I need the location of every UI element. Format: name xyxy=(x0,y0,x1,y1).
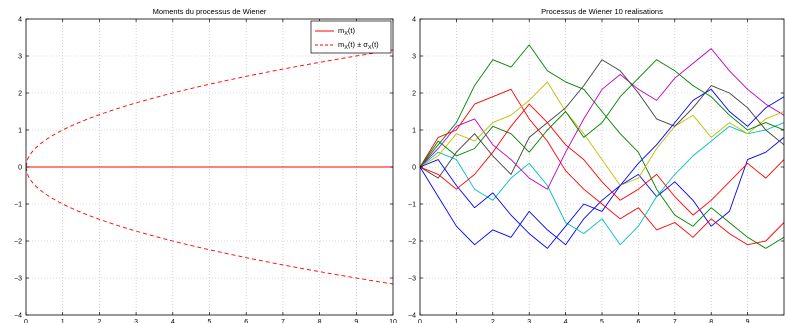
right-xtick-label-6: 6 xyxy=(636,319,640,323)
right-ytick-label-4: 0 xyxy=(412,165,416,172)
left-ytick-label-3: −1 xyxy=(14,202,22,209)
right-ytick-label-7: 3 xyxy=(412,54,416,61)
right-series-1-line xyxy=(419,44,785,249)
left-ytick-label-1: −3 xyxy=(14,276,22,283)
legend-box xyxy=(310,20,392,54)
legend-band-sub2: X xyxy=(368,45,372,51)
right-chart-panel: Processus de Wiener 10 realisations 0 1 2 3… xyxy=(408,7,785,323)
right-ytick-label-1: −3 xyxy=(408,276,416,283)
legend-band-mid: (t) ± σ xyxy=(348,40,368,49)
right-ytick-label-8: 4 xyxy=(412,17,416,24)
left-xtick-label-6: 6 xyxy=(244,319,248,323)
right-series-2-line xyxy=(419,88,785,246)
right-series-7-line xyxy=(419,88,785,249)
left-xtick-label-1: 1 xyxy=(61,319,65,323)
left-xtick-label-2: 2 xyxy=(97,319,101,323)
right-plot-area xyxy=(419,44,785,249)
right-xtick-label-3: 3 xyxy=(527,319,531,323)
left-plot-area xyxy=(25,49,394,285)
left-xtick-label-10: 10 xyxy=(389,319,397,323)
left-xtick-label-5: 5 xyxy=(208,319,212,323)
right-series-0-line xyxy=(419,137,785,246)
left-ytick-label-6: 2 xyxy=(18,91,22,98)
right-series-4-line xyxy=(419,48,785,190)
right-series-8-line xyxy=(419,59,785,168)
legend-mean-sub: X xyxy=(344,31,348,37)
right-xtick-label-7: 7 xyxy=(673,319,677,323)
legend-band-sub: X xyxy=(344,45,348,51)
legend-band-label: mX(t) ± σX(t) xyxy=(338,40,379,51)
right-xtick-label-4: 4 xyxy=(564,319,568,323)
legend: mX(t) mX(t) ± σX(t) xyxy=(310,20,392,54)
left-xtick-label-3: 3 xyxy=(134,319,138,323)
left-ytick-label-7: 3 xyxy=(18,54,22,61)
right-series-3-line xyxy=(419,122,785,246)
right-ytick-label-3: −1 xyxy=(408,202,416,209)
left-ytick-label-2: −2 xyxy=(14,239,22,246)
left-xtick-label-8: 8 xyxy=(318,319,322,323)
left-ytick-label-5: 1 xyxy=(18,128,22,135)
right-ytick-label-0: −4 xyxy=(408,313,416,320)
left-chart-panel: Moments du processus de Wiener mX(t) mX(… xyxy=(14,7,397,323)
legend-mean-base: m xyxy=(338,26,344,35)
right-series-9-line xyxy=(419,103,785,216)
legend-mean-tail: (t) xyxy=(348,26,356,35)
legend-band-tail: (t) xyxy=(372,40,380,49)
right-xtick-label-9: 9 xyxy=(746,319,750,323)
right-series-5-line xyxy=(419,81,785,186)
left-ytick-label-8: 4 xyxy=(18,17,22,24)
right-xtick-label-5: 5 xyxy=(600,319,604,323)
left-xtick-label-9: 9 xyxy=(354,319,358,323)
legend-mean-label: mX(t) xyxy=(338,26,356,37)
left-ytick-label-4: 0 xyxy=(18,165,22,172)
right-ytick-label-5: 1 xyxy=(412,128,416,135)
left-xtick-label-7: 7 xyxy=(281,319,285,323)
right-xtick-label-8: 8 xyxy=(709,319,713,323)
left-xtick-label-4: 4 xyxy=(171,319,175,323)
right-xtick-label-0: 0 xyxy=(418,319,422,323)
right-ytick-label-6: 2 xyxy=(412,91,416,98)
right-tick-marks xyxy=(419,18,784,316)
right-xtick-label-2: 2 xyxy=(491,319,495,323)
right-ytick-label-2: −2 xyxy=(408,239,416,246)
left-tick-marks xyxy=(25,18,394,316)
left-chart-title: Moments du processus de Wiener xyxy=(153,7,267,16)
left-ytick-label-0: −4 xyxy=(14,313,22,320)
right-chart-title: Processus de Wiener 10 realisations xyxy=(541,7,663,16)
legend-band-base: m xyxy=(338,40,344,49)
left-xtick-label-0: 0 xyxy=(24,319,28,323)
right-xtick-label-1: 1 xyxy=(454,319,458,323)
